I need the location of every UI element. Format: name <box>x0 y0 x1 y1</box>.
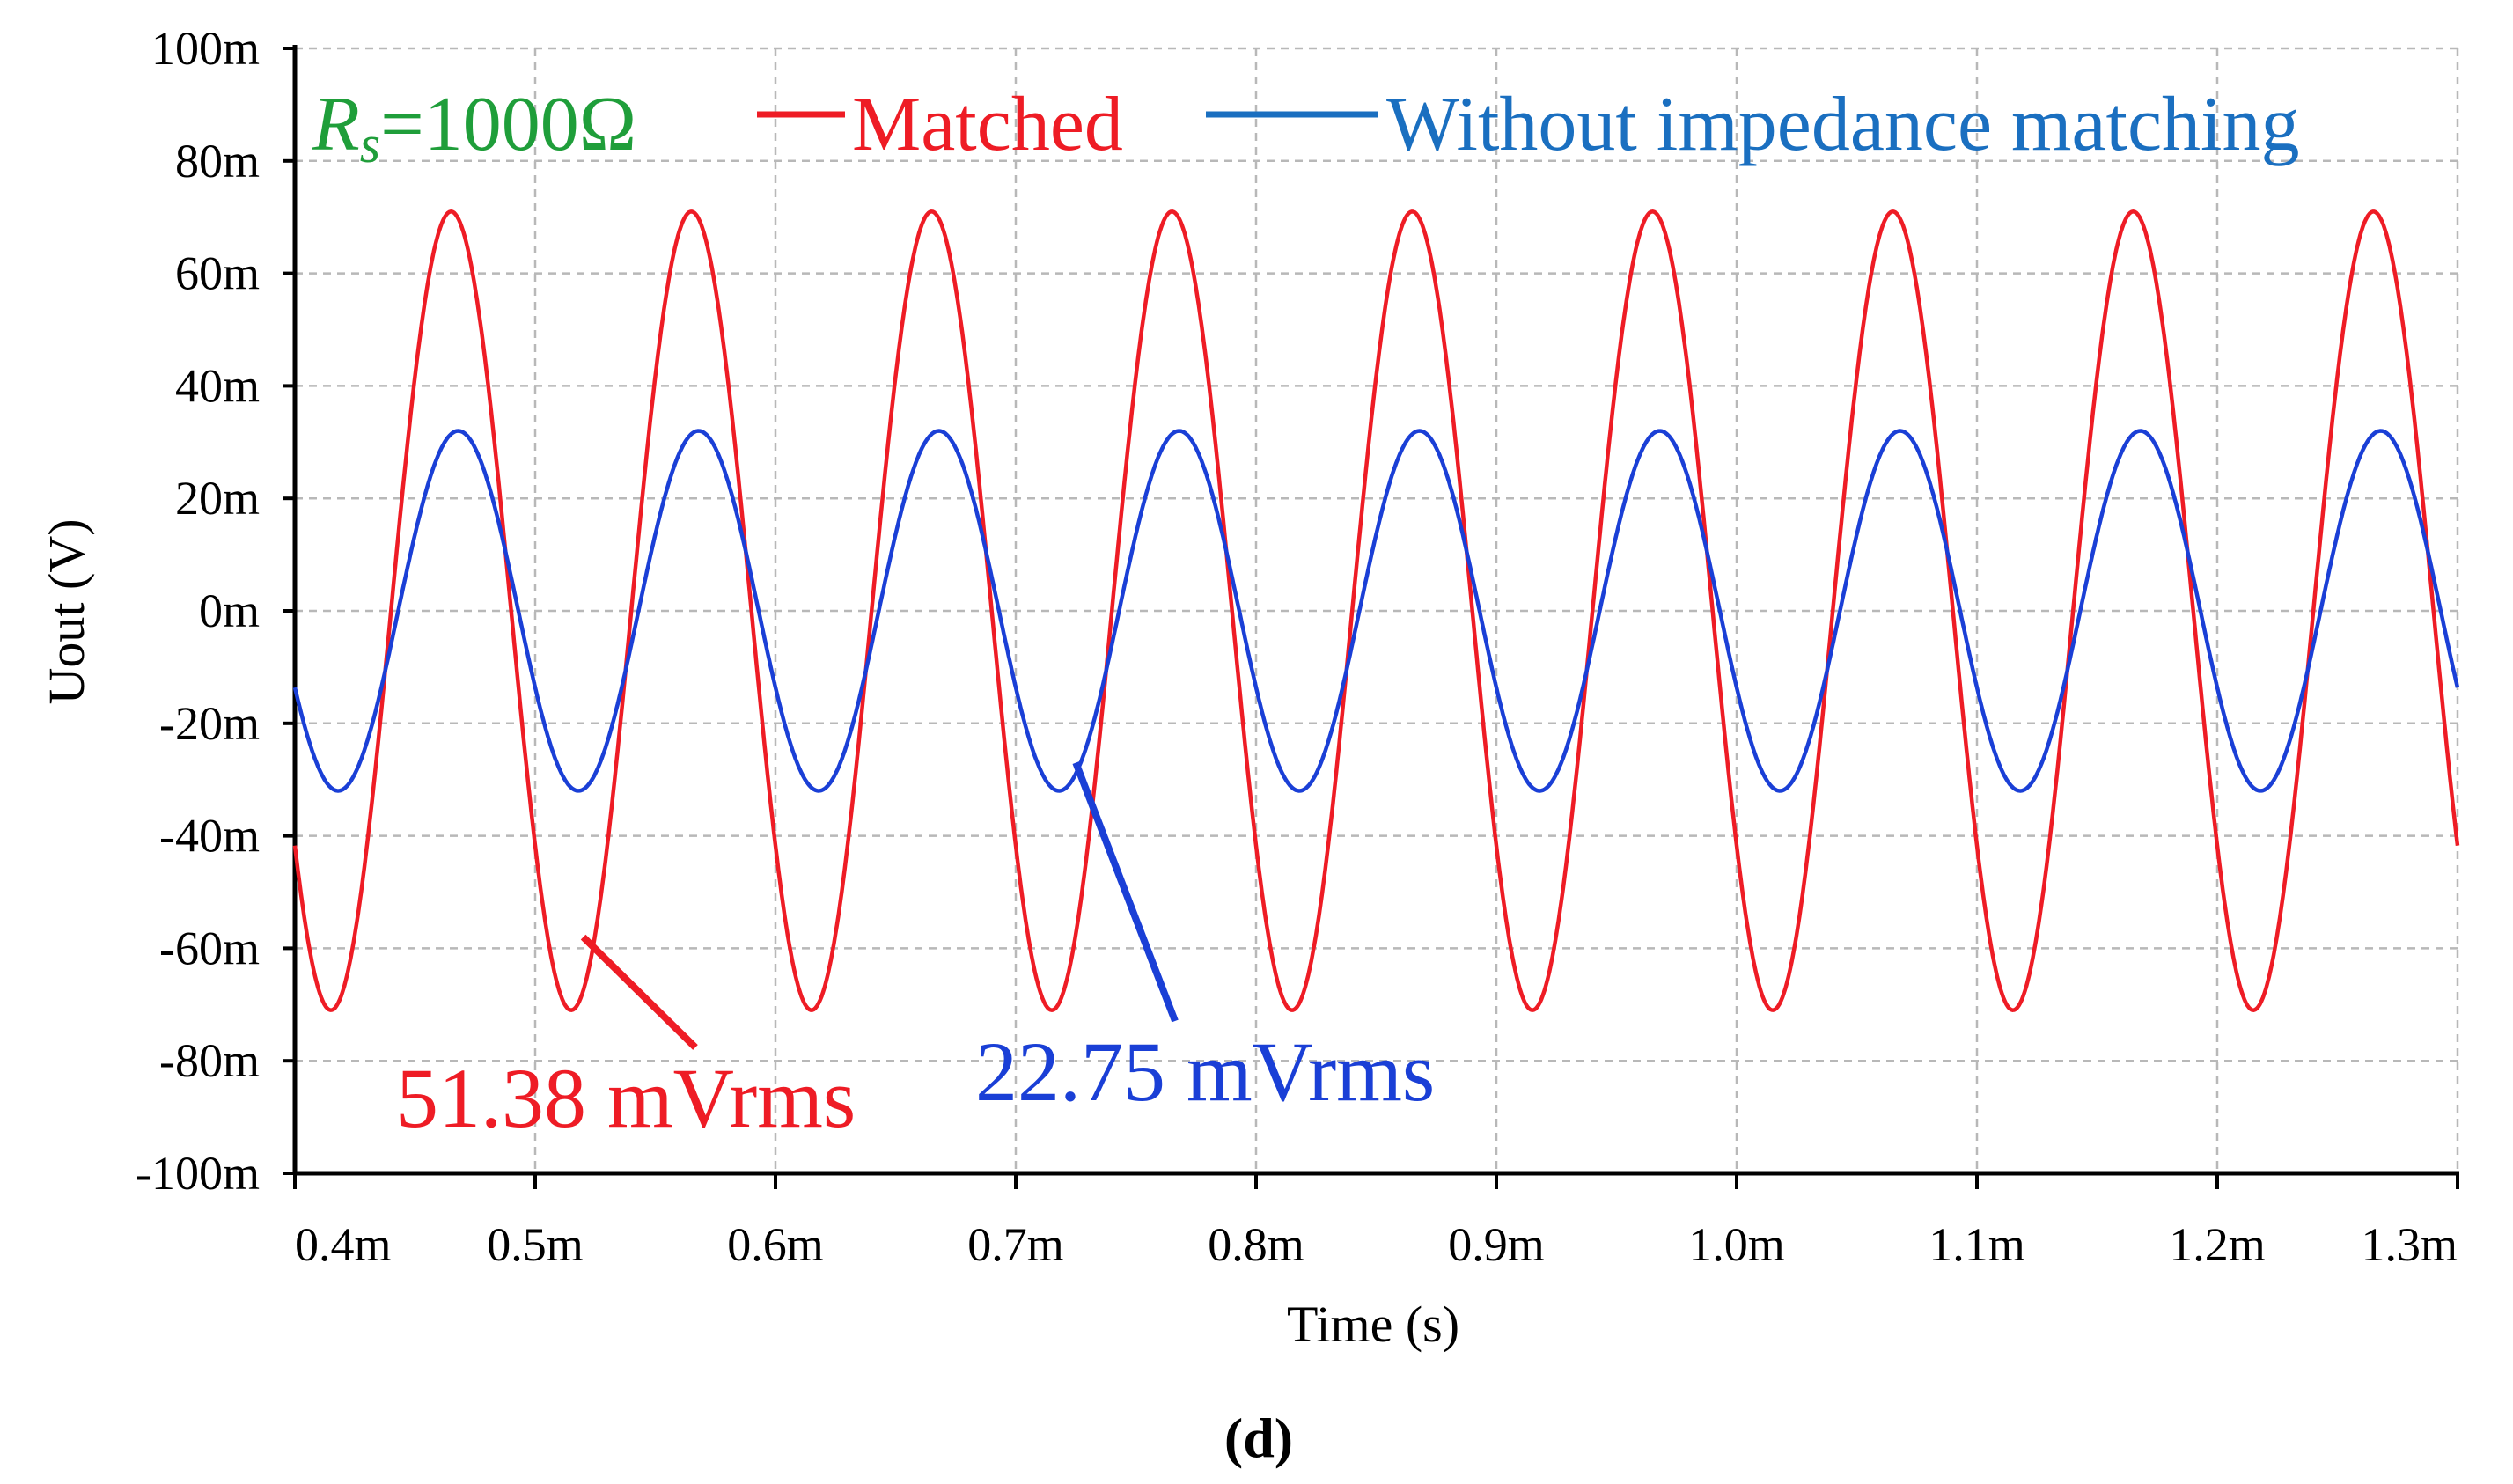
y-tick-label: 0m <box>199 584 260 637</box>
x-tick-label: 1.1m <box>1929 1218 2025 1271</box>
annotation-rms-matched: 51.38 mVrms <box>396 1051 856 1145</box>
x-tick-label: 0.9m <box>1448 1218 1545 1271</box>
legend-rs-symbol: R <box>312 82 360 167</box>
series-line-matched <box>292 209 2460 1012</box>
grid-lines <box>295 47 2459 1173</box>
y-tick-label: -40m <box>159 810 260 863</box>
annotation-pointer-matched <box>580 934 698 1050</box>
annotations: 51.38 mVrms 22.75 mVrms <box>396 761 1435 1145</box>
x-tick-label: 0.4m <box>295 1218 392 1271</box>
legend-label-without-matching: Without impedance matching <box>1386 82 2299 167</box>
legend-rs-value: =1000Ω <box>380 82 636 167</box>
y-tick-label: 40m <box>175 359 260 412</box>
y-axis-ticks: 100m 80m 60m 40m 20m 0m -20m -40m -60m -80m -100m <box>136 22 295 1200</box>
x-tick-label: 1.0m <box>1688 1218 1785 1271</box>
y-tick-label: 60m <box>175 247 260 300</box>
y-tick-label: -80m <box>159 1034 260 1087</box>
x-tick-label: 1.2m <box>2169 1218 2266 1271</box>
y-axis-title: Uout (V) <box>38 518 95 704</box>
y-tick-label: -100m <box>136 1147 260 1200</box>
y-tick-label: 100m <box>151 22 260 75</box>
legend-label-matched: Matched <box>852 82 1123 167</box>
y-tick-label: 20m <box>175 472 260 525</box>
legend-rs-label: Rs=1000Ω <box>312 82 636 173</box>
series-group <box>292 209 2460 1012</box>
y-tick-label: 80m <box>175 135 260 187</box>
x-tick-label: 0.5m <box>487 1218 584 1271</box>
x-tick-label: 0.7m <box>967 1218 1064 1271</box>
x-axis-ticks: 0.4m 0.5m 0.6m 0.7m 0.8m 0.9m 1.0m 1.1m 1.2m 1.3m <box>293 1173 2459 1271</box>
x-tick-label: 1.3m <box>2361 1218 2458 1271</box>
y-tick-label: -60m <box>159 922 260 974</box>
x-tick-label: 0.6m <box>727 1218 824 1271</box>
legend: Rs=1000Ω Matched Without impedance match… <box>312 82 2299 173</box>
y-tick-label: -20m <box>159 697 260 750</box>
series-line-without-matching <box>292 429 2460 793</box>
x-axis-title: Time (s) <box>1287 1296 1459 1353</box>
annotation-pointer-without-matching <box>1072 761 1179 1023</box>
x-tick-label: 0.8m <box>1208 1218 1304 1271</box>
annotation-rms-without-matching: 22.75 mVrms <box>975 1025 1435 1119</box>
legend-rs-subscript: s <box>360 115 380 173</box>
figure-caption: (d) <box>1224 1407 1293 1469</box>
axes <box>292 45 2459 1176</box>
